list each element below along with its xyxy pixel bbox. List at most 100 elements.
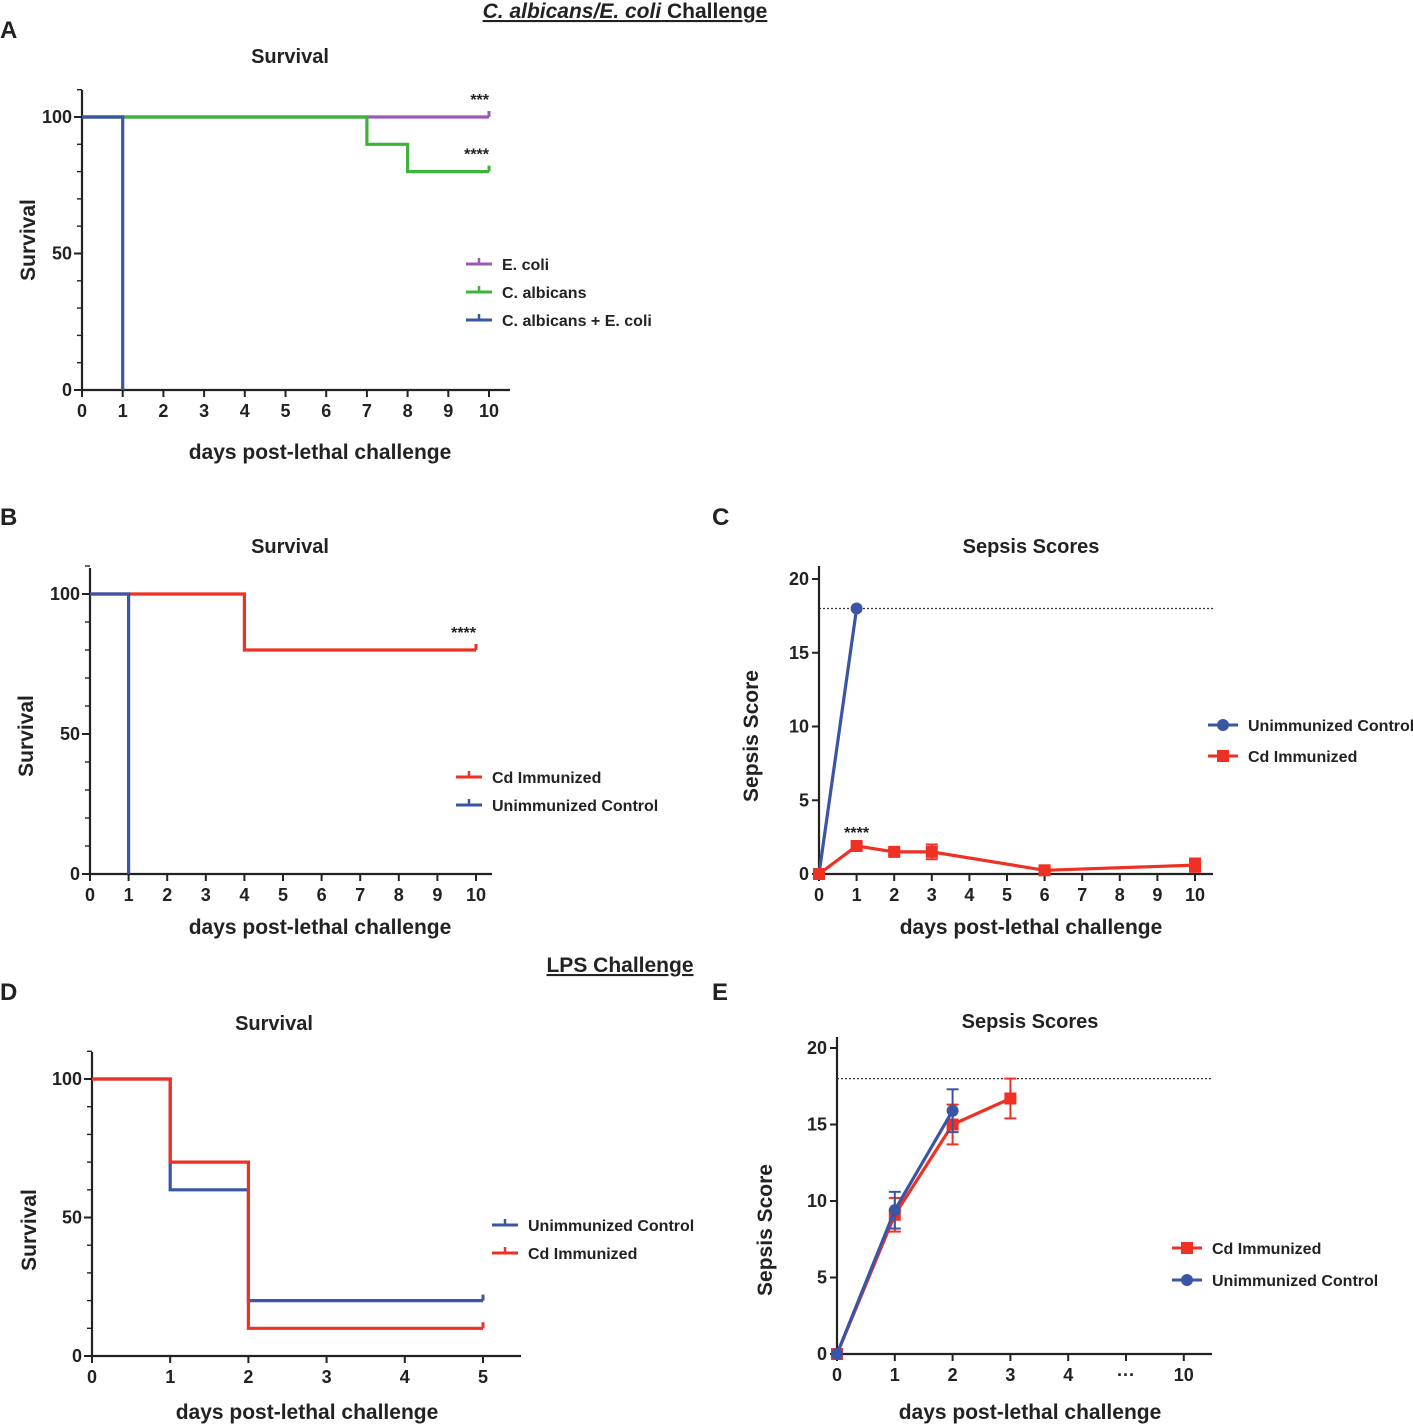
survival-line-1 bbox=[82, 115, 489, 174]
panel-label: B bbox=[0, 504, 17, 531]
x-tick-label: 7 bbox=[1077, 885, 1087, 905]
legend-label: Cd Immunized bbox=[492, 770, 601, 787]
x-tick-label: 5 bbox=[280, 401, 290, 421]
x-tick-label: 10 bbox=[1185, 885, 1205, 905]
significance-label: **** bbox=[451, 625, 477, 642]
x-tick-label: 3 bbox=[927, 885, 937, 905]
legend-label: Cd Immunized bbox=[1212, 1241, 1321, 1258]
x-tick-label: 4 bbox=[400, 1367, 410, 1387]
y-tick-label: 0 bbox=[62, 380, 72, 400]
x-tick-label: 10 bbox=[479, 401, 499, 421]
legend-marker bbox=[1181, 1242, 1193, 1254]
y-tick-label: 100 bbox=[52, 1069, 82, 1089]
x-tick-label: 9 bbox=[443, 401, 453, 421]
legend-marker bbox=[1217, 750, 1229, 762]
x-tick-label: 2 bbox=[162, 885, 172, 905]
figure-header-top: C. albicans/E. coli Challenge bbox=[483, 0, 768, 23]
y-axis-title: Sepsis Score bbox=[740, 670, 763, 802]
legend-label: Unimmunized Control bbox=[1212, 1273, 1378, 1290]
x-tick-label: 5 bbox=[1002, 885, 1012, 905]
x-tick-label: 10 bbox=[466, 885, 486, 905]
y-axis-title: Survival bbox=[17, 199, 40, 281]
panel-a: A Survival days post-lethal challenge Survi… bbox=[0, 17, 652, 464]
panel-label: D bbox=[0, 979, 17, 1006]
survival-line-1 bbox=[92, 1077, 483, 1330]
legend: Unimmunized Control Cd Immunized bbox=[492, 1218, 694, 1263]
y-axis-title: Survival bbox=[18, 1189, 41, 1271]
x-tick-label: 2 bbox=[243, 1367, 253, 1387]
significance-label: **** bbox=[844, 825, 870, 842]
x-tick-label: 8 bbox=[394, 885, 404, 905]
x-tick-label: 1 bbox=[852, 885, 862, 905]
y-tick-label: 50 bbox=[60, 724, 80, 744]
y-tick-label: 20 bbox=[807, 1038, 827, 1058]
x-tick-label: ··· bbox=[1117, 1365, 1135, 1385]
y-axis-title: Sepsis Score bbox=[754, 1164, 777, 1296]
x-tick-label: 6 bbox=[321, 401, 331, 421]
legend-label: E. coli bbox=[502, 257, 549, 274]
significance-label: *** bbox=[470, 92, 489, 109]
data-point bbox=[888, 1204, 901, 1217]
series-line-1 bbox=[818, 844, 1196, 876]
x-axis-title: days post-lethal challenge bbox=[189, 441, 452, 464]
panel-e: E Sepsis Scores days post-lethal challenge… bbox=[712, 979, 1378, 1424]
y-tick-label: 15 bbox=[807, 1115, 827, 1135]
legend-label: C. albicans bbox=[502, 285, 587, 302]
y-tick-label: 5 bbox=[799, 790, 809, 810]
data-point bbox=[946, 1104, 959, 1117]
x-tick-label: 8 bbox=[403, 401, 413, 421]
x-tick-label: 4 bbox=[964, 885, 974, 905]
x-tick-label: 0 bbox=[87, 1367, 97, 1387]
legend-label: Cd Immunized bbox=[528, 1246, 637, 1263]
series-line-0 bbox=[817, 608, 859, 875]
data-point bbox=[1189, 859, 1201, 872]
x-tick-label: 5 bbox=[478, 1367, 488, 1387]
x-tick-label: 9 bbox=[1152, 885, 1162, 905]
series-line-0 bbox=[835, 1097, 1012, 1355]
legend: Unimmunized Control Cd Immunized bbox=[1208, 718, 1413, 766]
legend-label: Unimmunized Control bbox=[492, 798, 658, 815]
chart-title: Sepsis Scores bbox=[963, 536, 1100, 558]
x-tick-label: 4 bbox=[239, 885, 249, 905]
legend: E. coli C. albicans C. albicans + E. coli bbox=[466, 257, 652, 330]
x-axis-title: days post-lethal challenge bbox=[189, 916, 452, 939]
x-tick-label: 0 bbox=[85, 885, 95, 905]
survival-line-0 bbox=[90, 592, 476, 652]
chart-title: Survival bbox=[235, 1013, 313, 1035]
x-tick-label: 7 bbox=[355, 885, 365, 905]
x-tick-label: 4 bbox=[240, 401, 250, 421]
x-tick-label: 2 bbox=[889, 885, 899, 905]
figure-header-top-rest: Challenge bbox=[661, 0, 767, 23]
panel-label: A bbox=[0, 17, 17, 44]
x-tick-label: 0 bbox=[832, 1365, 842, 1385]
x-tick-label: 3 bbox=[201, 885, 211, 905]
x-tick-label: 3 bbox=[322, 1367, 332, 1387]
legend-label: Unimmunized Control bbox=[528, 1218, 694, 1235]
legend-marker bbox=[1217, 719, 1229, 731]
y-tick-label: 0 bbox=[817, 1344, 827, 1364]
data-point bbox=[1038, 864, 1051, 877]
data-point bbox=[813, 868, 825, 880]
y-tick-label: 20 bbox=[789, 569, 809, 589]
y-axis-title: Survival bbox=[15, 695, 38, 777]
panel-label: E bbox=[712, 979, 728, 1006]
significance-label: **** bbox=[464, 147, 490, 164]
data-point bbox=[925, 845, 938, 858]
x-tick-label: 5 bbox=[278, 885, 288, 905]
x-tick-label: 4 bbox=[1063, 1365, 1073, 1385]
x-tick-label: 1 bbox=[124, 885, 134, 905]
x-tick-label: 1 bbox=[118, 401, 128, 421]
x-tick-label: 1 bbox=[165, 1367, 175, 1387]
x-tick-label: 10 bbox=[1174, 1365, 1194, 1385]
legend-label: C. albicans + E. coli bbox=[502, 313, 652, 330]
x-tick-label: 1 bbox=[890, 1365, 900, 1385]
x-axis-title: days post-lethal challenge bbox=[899, 1401, 1162, 1424]
y-tick-label: 50 bbox=[52, 244, 72, 264]
chart-title: Sepsis Scores bbox=[962, 1011, 1099, 1033]
data-point bbox=[888, 845, 901, 858]
x-tick-label: 2 bbox=[158, 401, 168, 421]
y-tick-label: 5 bbox=[817, 1268, 827, 1288]
x-tick-label: 0 bbox=[814, 885, 824, 905]
data-point bbox=[850, 602, 863, 615]
legend: Cd Immunized Unimmunized Control bbox=[456, 770, 658, 815]
